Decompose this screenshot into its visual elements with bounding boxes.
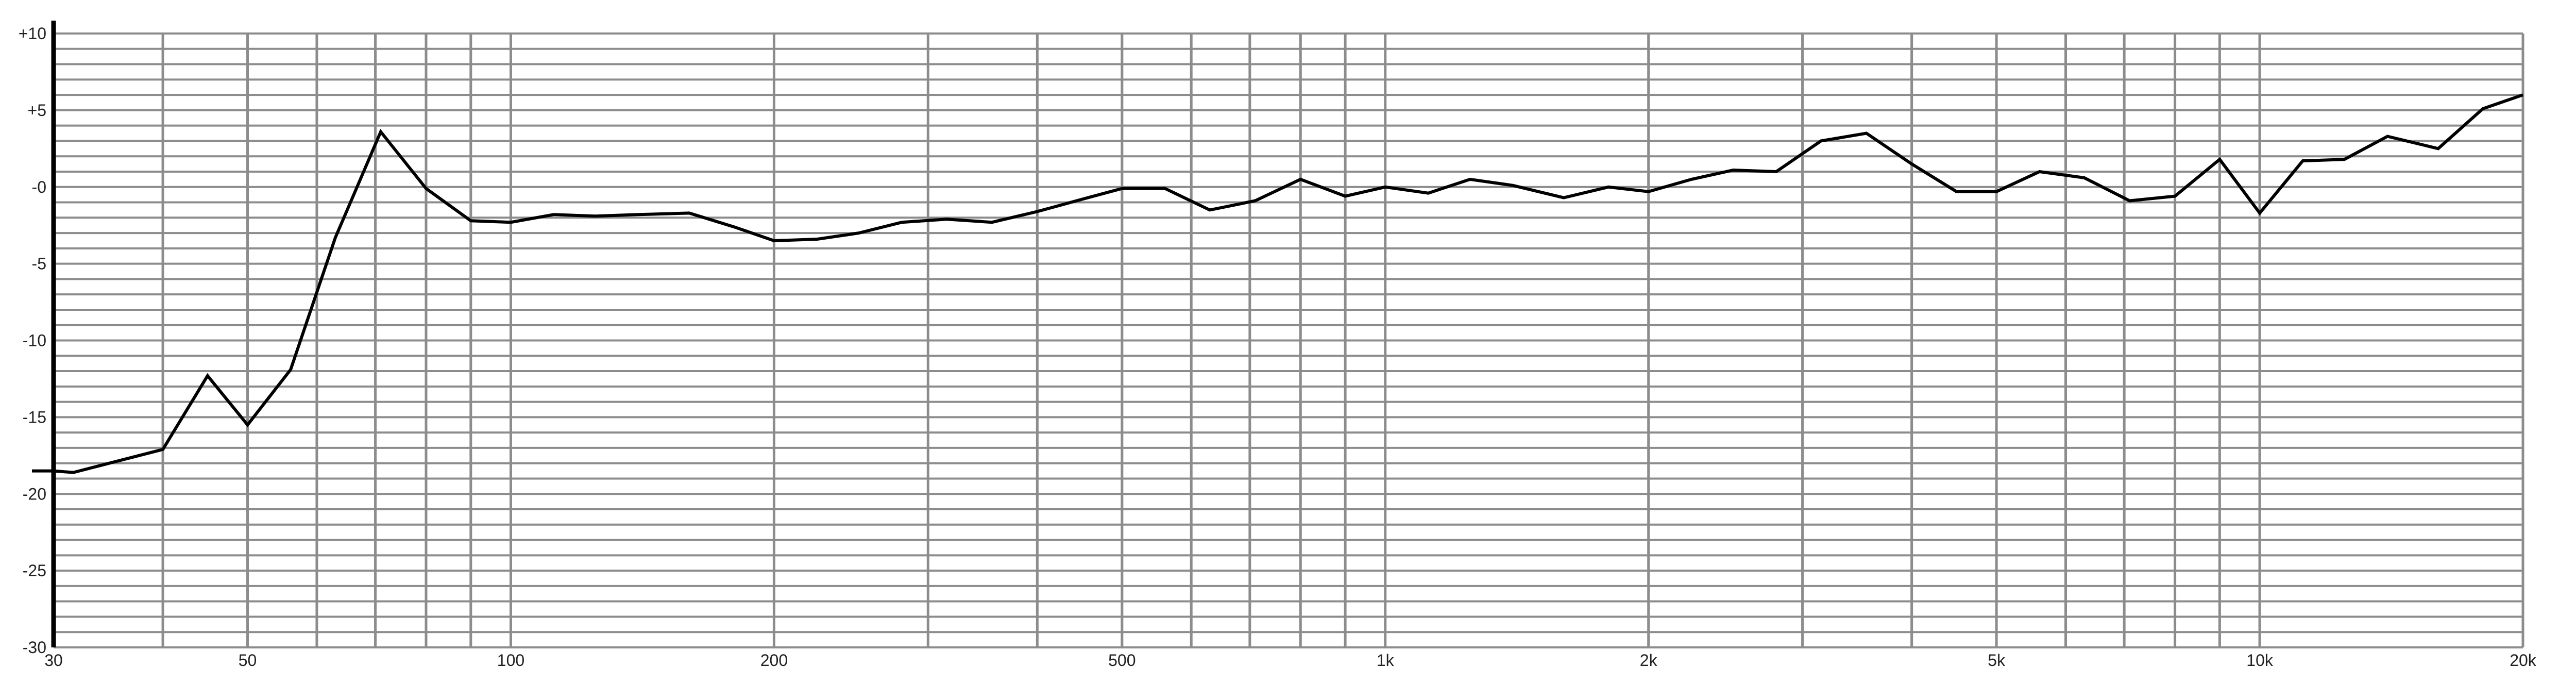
y-tick-label: -15 xyxy=(23,408,46,426)
x-tick-label: 5k xyxy=(1988,651,2006,670)
y-tick-label: -10 xyxy=(23,331,46,350)
x-tick-label: 100 xyxy=(497,651,524,670)
y-tick-label: -30 xyxy=(23,638,46,657)
response-curve xyxy=(32,93,2523,474)
y-tick-label: +5 xyxy=(28,101,46,120)
y-tick-label: -0 xyxy=(32,178,46,196)
x-tick-label: 30 xyxy=(44,651,63,670)
series xyxy=(32,93,2523,474)
x-tick-label: 50 xyxy=(239,651,257,670)
x-tick-label: 200 xyxy=(760,651,788,670)
y-tick-label: -20 xyxy=(23,485,46,503)
y-tick-label: -25 xyxy=(23,561,46,580)
y-tick-label: -5 xyxy=(32,255,46,273)
x-tick-label: 10k xyxy=(2246,651,2274,670)
y-tick-label: +10 xyxy=(19,24,46,43)
x-tick-label: 500 xyxy=(1108,651,1136,670)
x-tick-label: 2k xyxy=(1640,651,1658,670)
x-tick-label: 1k xyxy=(1377,651,1395,670)
grid xyxy=(52,32,2524,648)
x-tick-label: 20k xyxy=(2510,651,2537,670)
